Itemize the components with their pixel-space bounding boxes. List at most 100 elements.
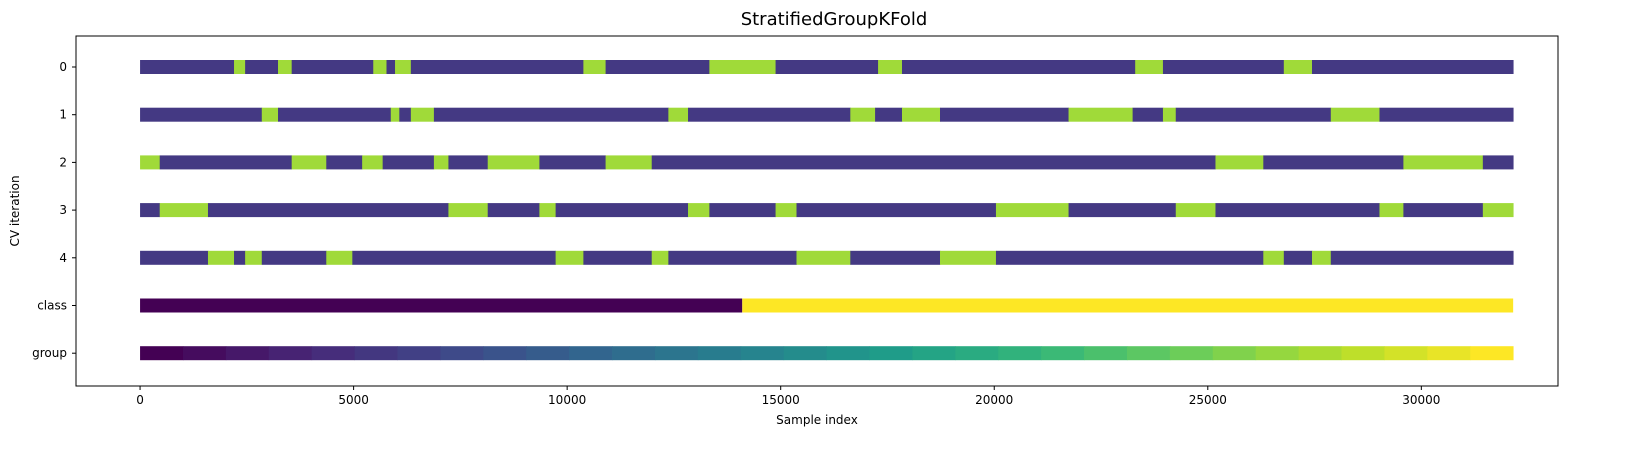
group-segment xyxy=(526,346,570,361)
x-tick-label: 0 xyxy=(136,393,144,407)
train-segment xyxy=(291,60,374,74)
y-axis-ticks: 0 1 2 3 4 class group xyxy=(32,60,76,360)
y-tick-label: 0 xyxy=(59,60,67,74)
train-segment xyxy=(433,107,669,122)
train-segment xyxy=(1132,107,1164,122)
test-segment xyxy=(1283,60,1313,74)
group-segment xyxy=(869,346,913,361)
y-axis-label: CV iteration xyxy=(8,175,22,246)
train-segment xyxy=(1068,203,1177,218)
train-segment xyxy=(1283,250,1313,265)
group-segment xyxy=(998,346,1042,361)
plot-rows xyxy=(140,60,1514,361)
group-segment xyxy=(1169,346,1214,361)
train-segment xyxy=(140,60,235,74)
test-segment xyxy=(1482,203,1514,218)
group-segment xyxy=(182,346,227,361)
group-segment xyxy=(1041,346,1085,361)
train-segment xyxy=(399,107,412,122)
test-segment xyxy=(668,107,689,122)
train-segment xyxy=(140,250,209,265)
test-segment xyxy=(1379,203,1404,218)
group-segment xyxy=(483,346,527,361)
x-axis-label: Sample index xyxy=(776,413,858,427)
train-segment xyxy=(487,203,540,218)
train-segment xyxy=(234,250,246,265)
train-segment xyxy=(1263,155,1404,170)
test-segment xyxy=(410,107,435,122)
group-segment xyxy=(826,346,870,361)
test-segment xyxy=(775,203,797,218)
cv-row-3 xyxy=(140,203,1514,218)
group-segment xyxy=(225,346,270,361)
train-segment xyxy=(875,107,903,122)
test-segment xyxy=(245,250,263,265)
x-tick-label: 5000 xyxy=(338,393,369,407)
train-segment xyxy=(1162,60,1285,74)
cv-row-2 xyxy=(140,155,1514,170)
train-segment xyxy=(796,203,997,218)
train-segment xyxy=(709,203,776,218)
train-segment xyxy=(140,203,161,218)
test-segment xyxy=(555,250,584,265)
train-segment xyxy=(539,155,606,170)
plot-frame xyxy=(75,35,1559,387)
test-segment xyxy=(261,107,279,122)
test-segment xyxy=(1175,203,1216,218)
y-tick-label: class xyxy=(37,299,67,313)
test-segment xyxy=(487,155,540,170)
train-segment xyxy=(159,155,293,170)
test-segment xyxy=(207,250,235,265)
train-segment xyxy=(1379,107,1514,122)
group-segment xyxy=(1341,346,1385,361)
train-segment xyxy=(583,250,653,265)
group-segment xyxy=(1298,346,1342,361)
y-tick-label: 2 xyxy=(59,155,67,169)
train-segment xyxy=(651,155,1216,170)
group-segment xyxy=(1384,346,1428,361)
test-segment xyxy=(796,250,851,265)
train-segment xyxy=(261,250,327,265)
group-segment xyxy=(783,346,828,361)
train-segment xyxy=(668,250,797,265)
train-segment xyxy=(775,60,879,74)
test-segment xyxy=(539,203,557,218)
test-segment xyxy=(140,155,161,170)
test-segment xyxy=(940,250,997,265)
group-segment xyxy=(440,346,484,361)
train-segment xyxy=(207,203,449,218)
group-segment xyxy=(1212,346,1257,361)
group-segment xyxy=(912,346,956,361)
test-segment xyxy=(651,250,669,265)
group-segment xyxy=(955,346,999,361)
test-segment xyxy=(362,155,384,170)
test-segment xyxy=(1311,250,1332,265)
test-segment xyxy=(1215,155,1264,170)
x-tick-label: 30000 xyxy=(1402,393,1440,407)
test-segment xyxy=(395,60,412,74)
cv-row-1 xyxy=(140,107,1514,122)
test-segment xyxy=(278,60,293,74)
test-segment xyxy=(1330,107,1380,122)
train-segment xyxy=(1482,155,1514,170)
group-segment xyxy=(140,346,184,361)
train-segment xyxy=(410,60,584,74)
train-segment xyxy=(140,107,263,122)
test-segment xyxy=(605,155,653,170)
test-segment xyxy=(234,60,246,74)
y-tick-label: 3 xyxy=(59,203,67,217)
group-segment xyxy=(1427,346,1471,361)
test-segment xyxy=(291,155,327,170)
test-segment xyxy=(1068,107,1134,122)
group-segment xyxy=(1255,346,1300,361)
train-segment xyxy=(1311,60,1514,74)
train-segment xyxy=(352,250,557,265)
train-segment xyxy=(448,155,489,170)
test-segment xyxy=(688,203,710,218)
test-segment xyxy=(901,107,941,122)
train-segment xyxy=(995,250,1264,265)
y-tick-label: 1 xyxy=(59,108,67,122)
test-segment xyxy=(326,250,353,265)
group-segment xyxy=(268,346,313,361)
